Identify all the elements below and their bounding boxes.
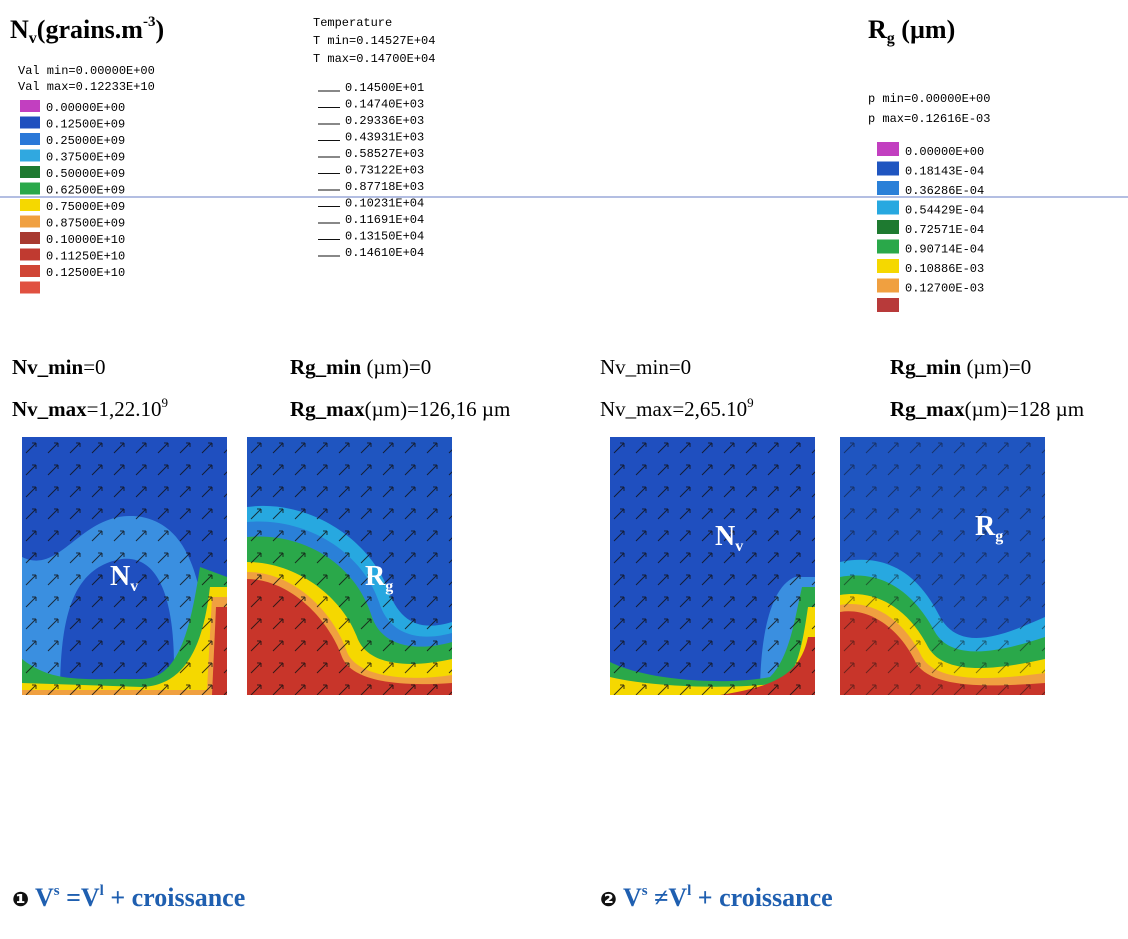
legend-label: 0.72571E-04 [905, 223, 984, 237]
legend-swatch [20, 100, 40, 112]
nv-min: Nv_min=0 [600, 355, 691, 379]
legend-swatch [20, 133, 40, 145]
plot-label: Nv [715, 521, 743, 555]
legend-label: 0.11250E+10 [46, 250, 125, 264]
t-min: T min=0.14527E+04 [313, 34, 435, 48]
legend-label: 0.58527E+03 [345, 147, 424, 161]
legend-label: 0.54429E-04 [905, 204, 984, 218]
legend-label: 0.18143E-04 [905, 165, 984, 179]
legend-label: 0.73122E+03 [345, 164, 424, 178]
temperature-legend: 0.14500E+01 0.14740E+03 0.29336E+03 0.43931… [318, 81, 424, 260]
nv-max: Nv_max=1,22.109 [12, 395, 168, 421]
legend-label: 0.37500E+09 [46, 151, 125, 165]
rg-max: Rg_max(µm)=128 µm [890, 397, 1084, 421]
legend-label: 0.10886E-03 [905, 262, 984, 276]
nv-legend: 0.00000E+00 0.12500E+09 0.25000E+09 0.37500… [20, 100, 125, 294]
legend-label: 0.00000E+00 [905, 145, 984, 159]
legend-label: 0.87718E+03 [345, 180, 424, 194]
legend-label: 0.14610E+04 [345, 246, 424, 260]
legend-swatch [877, 181, 899, 195]
legend-label: 0.43931E+03 [345, 131, 424, 145]
legend-swatch [877, 298, 899, 312]
temp-title: Temperature [313, 16, 392, 30]
legend-label: 0.90714E-04 [905, 243, 984, 257]
nv-max: Nv_max=2,65.109 [600, 395, 754, 421]
legend-swatch [20, 199, 40, 211]
legend-swatch [877, 278, 899, 293]
panel-1-texts: Nv_min=0 Nv_max=1,22.109 Rg_min (µm)=0 R… [12, 355, 510, 912]
legend-label: 0.00000E+00 [46, 101, 125, 115]
val-max: Val max=0.12233E+10 [18, 80, 155, 94]
legend-label: 0.12500E+09 [46, 118, 125, 132]
p-max: p max=0.12616E-03 [868, 112, 990, 126]
rg-legend: 0.00000E+00 0.18143E-04 0.36286E-04 0.54429… [877, 142, 984, 312]
legend-swatch [20, 232, 40, 244]
caption: ❶ Vs =Vl + croissance [12, 883, 245, 912]
legend-swatch [20, 166, 40, 178]
legend-swatch [20, 281, 40, 294]
legend-swatch [877, 161, 899, 176]
val-min: Val min=0.00000E+00 [18, 64, 155, 78]
caption: ❷ Vs ≠Vl + croissance [600, 883, 833, 912]
rg-min: Rg_min (µm)=0 [890, 355, 1031, 379]
legend-swatch [877, 220, 899, 234]
legend-label: 0.14740E+03 [345, 98, 424, 112]
legend-label: 0.12500E+10 [46, 266, 125, 280]
legend-swatch [20, 116, 40, 129]
legend-label: 0.14500E+01 [345, 81, 424, 95]
t-max: T max=0.14700E+04 [313, 52, 435, 66]
nv-contour-plot [22, 437, 227, 695]
legend-swatch [20, 215, 40, 228]
legend-label: 0.75000E+09 [46, 200, 125, 214]
legend-label: 0.87500E+09 [46, 217, 125, 231]
legend-label: 0.13150E+04 [345, 230, 424, 244]
rg-contour-plot [247, 437, 452, 695]
rg-min: Rg_min (µm)=0 [290, 355, 431, 379]
rg-legend-title: Rg (µm) [868, 15, 955, 47]
legend-label: 0.12700E-03 [905, 282, 984, 296]
panel-2-texts: Nv_min=0 Nv_max=2,65.109 Rg_min (µm)=0 R… [600, 355, 1084, 912]
rg-max: Rg_max(µm)=126,16 µm [290, 397, 510, 421]
legend-swatch [877, 142, 899, 156]
plot-label: Rg [365, 561, 393, 595]
legend-swatch [20, 248, 40, 261]
rg-contour-plot [840, 437, 1045, 695]
legend-swatch [877, 200, 899, 215]
legend-swatch [20, 265, 40, 277]
plot-label: Nv [110, 561, 138, 595]
p-min: p min=0.00000E+00 [868, 92, 990, 106]
legend-label: 0.62500E+09 [46, 184, 125, 198]
legend-swatch [877, 259, 899, 273]
legend-label: 0.36286E-04 [905, 184, 984, 198]
nv-min: Nv_min=0 [12, 355, 106, 379]
nv-legend-title: Nv(grains.m-3) [10, 14, 164, 47]
legend-label: 0.10000E+10 [46, 233, 125, 247]
legend-label: 0.50000E+09 [46, 167, 125, 181]
legend-label: 0.10231E+04 [345, 197, 424, 211]
legend-label: 0.25000E+09 [46, 134, 125, 148]
legend-label: 0.29336E+03 [345, 114, 424, 128]
legend-swatch [20, 149, 40, 162]
legend-swatch [877, 239, 899, 254]
nv-contour-plot [610, 437, 815, 695]
plot-label: Rg [975, 511, 1003, 545]
legend-swatch [20, 182, 40, 195]
legend-label: 0.11691E+04 [345, 213, 424, 227]
